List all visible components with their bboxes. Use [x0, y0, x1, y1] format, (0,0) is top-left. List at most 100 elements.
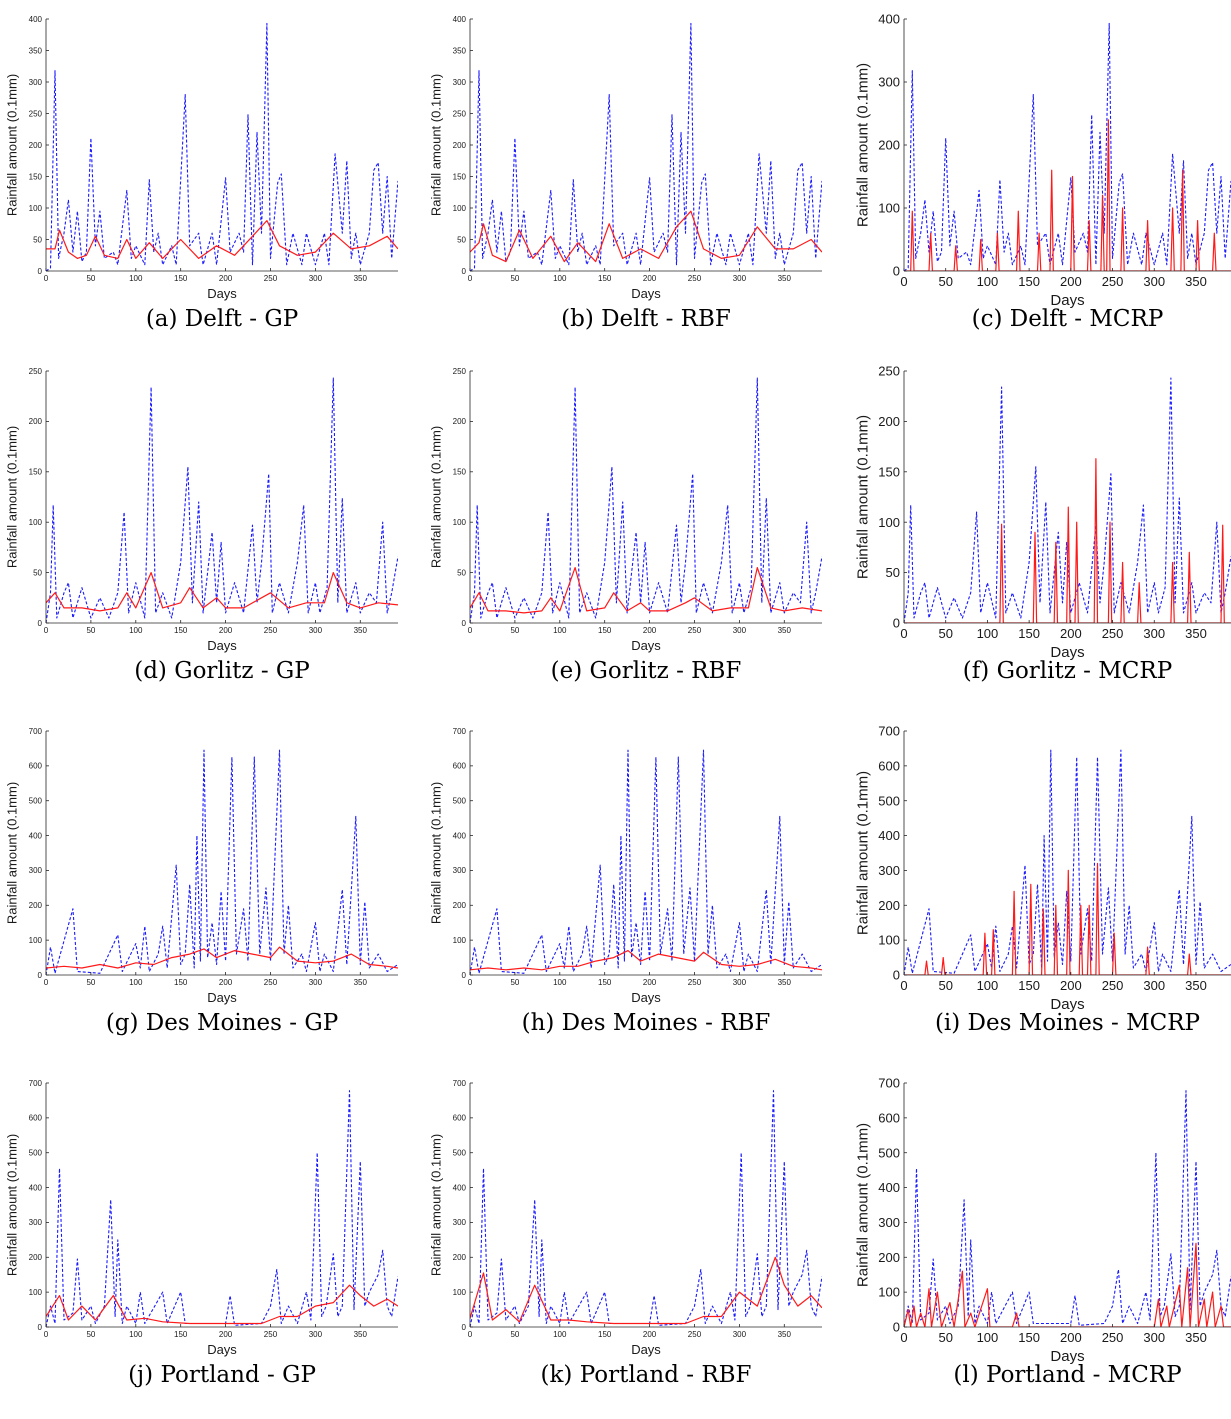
- caption-l: (l) Portland - MCRP: [953, 1362, 1182, 1388]
- x-tick-label: 150: [1018, 626, 1040, 641]
- observed-series-line: [46, 377, 398, 623]
- y-axis-label: Rainfall amount (0.1mm): [854, 415, 871, 579]
- y-tick-label: 200: [453, 417, 467, 426]
- x-tick-label: 0: [468, 1330, 473, 1339]
- y-tick-label: 500: [453, 1149, 467, 1158]
- y-axis-label: Rainfall amount (0.1mm): [429, 782, 444, 924]
- y-tick-label: 300: [878, 1215, 900, 1230]
- series-group: [46, 749, 398, 975]
- chart-svg-a: 0 50 100 150 200 250 300 350 400 0 50 100 150 200 250 3…: [5, 15, 398, 301]
- y-tick-label: 600: [453, 762, 467, 771]
- y-tick-label: 600: [29, 762, 43, 771]
- x-tick-label: 200: [643, 626, 657, 635]
- y-tick-label: 350: [453, 46, 467, 55]
- y-tick-label: 500: [453, 797, 467, 806]
- chart-panel-i: 0 100 200 300 400 500 600 700 0 50 100 150 200 250 300…: [848, 704, 1231, 1013]
- predicted-series-line: [46, 220, 398, 259]
- predicted-series-line: [904, 119, 1231, 271]
- x-tick-label: 50: [510, 626, 519, 635]
- x-tick-label: 200: [1060, 978, 1082, 993]
- predicted-series-line: [470, 1256, 822, 1325]
- chart-svg-e: 0 50 100 150 200 250 0 50 100 150 200 250 300 350 Days…: [429, 367, 822, 653]
- y-tick-label: 0: [462, 1323, 467, 1332]
- caption-d: (d) Gorlitz - GP: [134, 658, 310, 684]
- y-tick-label: 300: [29, 78, 43, 87]
- x-tick-label: 100: [129, 626, 143, 635]
- y-tick-label: 100: [453, 518, 467, 527]
- x-tick-label: 50: [510, 978, 519, 987]
- x-tick-label: 250: [688, 1330, 702, 1339]
- x-tick-label: 300: [1143, 274, 1165, 289]
- x-axis-label: Days: [207, 286, 237, 301]
- y-tick-label: 200: [453, 901, 467, 910]
- y-tick-label: 150: [29, 172, 43, 181]
- y-tick-label: 100: [453, 204, 467, 213]
- y-tick-label: 200: [878, 414, 900, 429]
- x-axis-label: Days: [631, 990, 661, 1005]
- x-tick-label: 150: [1018, 1330, 1040, 1345]
- chart-panel-h: 0 100 200 300 400 500 600 700 0 50 100 150 200 250 300…: [424, 704, 822, 1005]
- chart-svg-l: 0 100 200 300 400 500 600 700 0 50 100 150 200 250 300…: [854, 1076, 1231, 1365]
- x-tick-label: 50: [86, 274, 95, 283]
- predicted-series-line: [904, 458, 1231, 623]
- x-axis-label: Days: [1050, 996, 1084, 1013]
- x-tick-label: 250: [688, 978, 702, 987]
- y-tick-label: 200: [29, 141, 43, 150]
- chart-svg-j: 0 100 200 300 400 500 600 700 0 50 100 150 200 250 300…: [5, 1079, 398, 1357]
- y-tick-label: 250: [453, 367, 467, 376]
- predicted-series-line: [46, 946, 398, 969]
- x-tick-label: 0: [900, 626, 907, 641]
- observed-series-line: [46, 1090, 398, 1327]
- chart-panel-b: 0 50 100 150 200 250 300 350 400 0 50 100 150 200 250 3…: [424, 0, 822, 301]
- y-tick-label: 50: [886, 565, 900, 580]
- caption-e: (e) Gorlitz - RBF: [550, 658, 742, 684]
- x-tick-label: 150: [598, 274, 612, 283]
- x-tick-label: 250: [264, 978, 278, 987]
- x-tick-label: 0: [44, 1330, 49, 1339]
- y-tick-label: 0: [38, 619, 43, 628]
- x-tick-label: 0: [44, 626, 49, 635]
- x-tick-label: 0: [468, 274, 473, 283]
- x-tick-label: 350: [778, 978, 792, 987]
- y-tick-label: 200: [29, 417, 43, 426]
- predicted-series-line: [470, 950, 822, 971]
- y-axis-label: Rainfall amount (0.1mm): [429, 426, 444, 568]
- x-tick-label: 300: [733, 626, 747, 635]
- x-tick-label: 100: [977, 1330, 999, 1345]
- y-axis-label: Rainfall amount (0.1mm): [429, 1134, 444, 1276]
- x-tick-label: 200: [219, 1330, 233, 1339]
- x-tick-label: 250: [1102, 274, 1124, 289]
- chart-svg-i: 0 100 200 300 400 500 600 700 0 50 100 150 200 250 300…: [854, 724, 1231, 1013]
- x-tick-label: 250: [264, 274, 278, 283]
- x-tick-label: 100: [553, 978, 567, 987]
- x-tick-label: 50: [510, 1330, 519, 1339]
- x-tick-label: 150: [174, 1330, 188, 1339]
- caption-a: (a) Delft - GP: [145, 306, 299, 332]
- x-tick-label: 300: [733, 978, 747, 987]
- caption-g: (g) Des Moines - GP: [105, 1010, 339, 1036]
- y-tick-label: 300: [878, 863, 900, 878]
- y-tick-label: 400: [29, 831, 43, 840]
- observed-series-line: [46, 22, 398, 271]
- y-tick-label: 0: [462, 267, 467, 276]
- y-tick-label: 200: [453, 1253, 467, 1262]
- x-tick-label: 200: [219, 626, 233, 635]
- chart-panel-e: 0 50 100 150 200 250 0 50 100 150 200 250 300 350 Days…: [424, 352, 822, 653]
- chart-panel-c: 0 100 200 300 400 0 50 100 150 200 250 300 350 Days Ra…: [848, 0, 1231, 309]
- y-tick-label: 0: [893, 264, 900, 279]
- x-tick-label: 350: [778, 626, 792, 635]
- x-tick-label: 150: [598, 626, 612, 635]
- observed-series-line: [904, 1090, 1231, 1327]
- x-tick-label: 100: [129, 978, 143, 987]
- x-tick-label: 250: [688, 274, 702, 283]
- y-tick-label: 0: [38, 267, 43, 276]
- x-tick-label: 150: [598, 1330, 612, 1339]
- chart-svg-c: 0 100 200 300 400 0 50 100 150 200 250 300 350 Days Ra…: [854, 12, 1231, 309]
- caption-b: (b) Delft - RBF: [561, 306, 731, 332]
- series-group: [904, 1090, 1231, 1327]
- chart-svg-f: 0 50 100 150 200 250 0 50 100 150 200 250 300 350 Days…: [854, 364, 1231, 661]
- y-tick-label: 100: [29, 936, 43, 945]
- x-axis-label: Days: [631, 286, 661, 301]
- y-tick-label: 150: [878, 464, 900, 479]
- y-tick-label: 700: [878, 724, 900, 739]
